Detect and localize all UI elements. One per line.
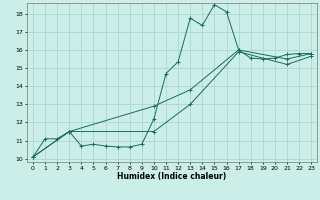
X-axis label: Humidex (Indice chaleur): Humidex (Indice chaleur) bbox=[117, 172, 227, 181]
